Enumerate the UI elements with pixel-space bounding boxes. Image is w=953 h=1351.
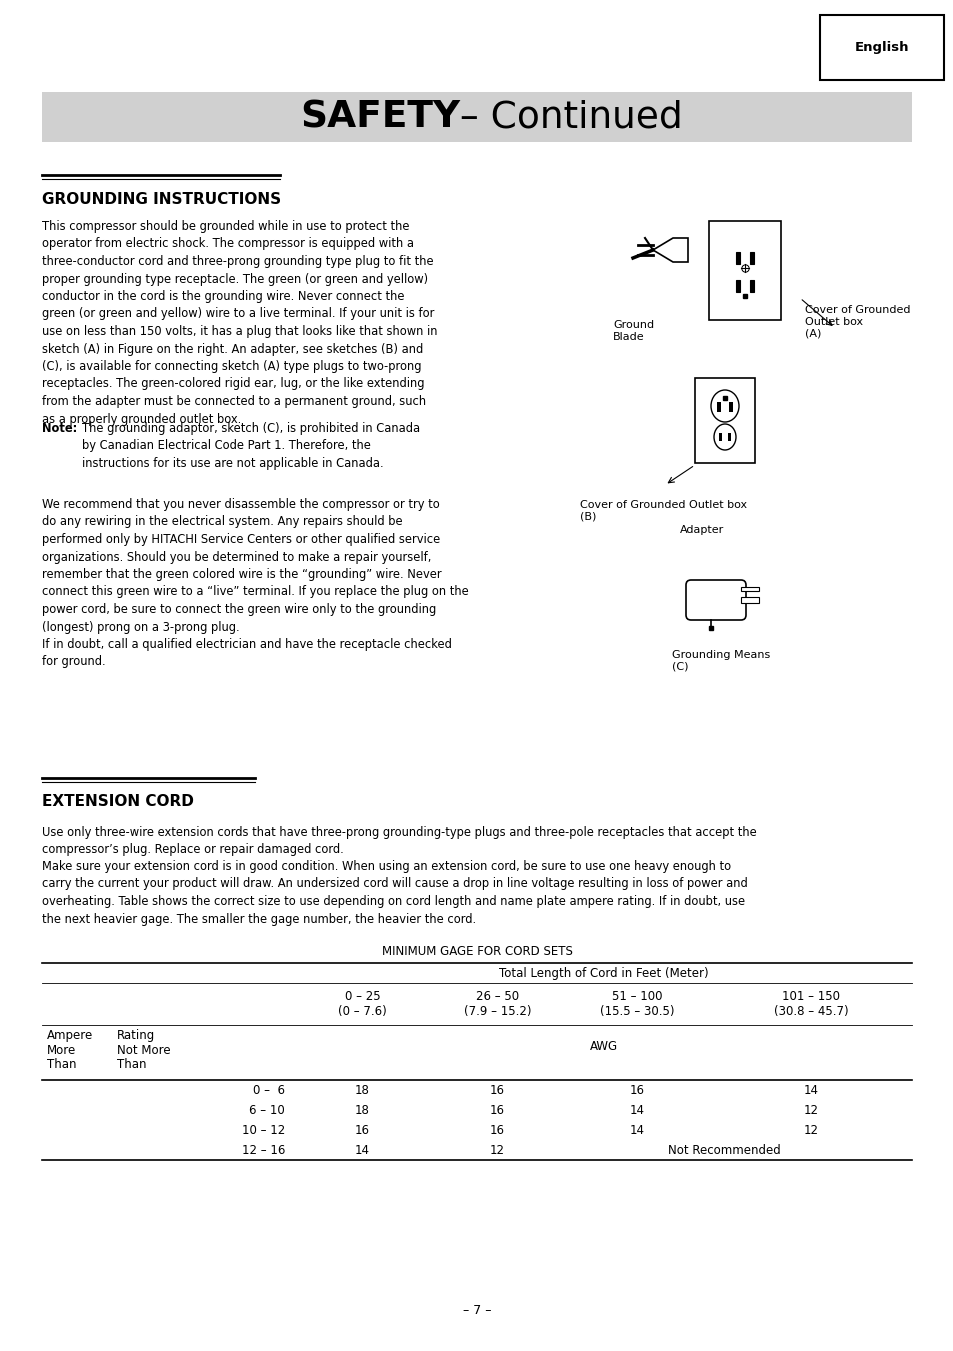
Text: 12: 12 bbox=[490, 1143, 504, 1156]
Text: 0 – 25: 0 – 25 bbox=[344, 989, 380, 1002]
Text: Adapter: Adapter bbox=[679, 526, 723, 535]
Bar bbox=[749, 280, 753, 292]
Text: AWG: AWG bbox=[589, 1040, 617, 1054]
Ellipse shape bbox=[713, 424, 735, 450]
Text: Not Recommended: Not Recommended bbox=[667, 1143, 780, 1156]
Text: Ground
Blade: Ground Blade bbox=[613, 320, 654, 342]
Bar bbox=[740, 597, 759, 603]
Text: The grounding adaptor, sketch (C), is prohibited in Canada
by Canadian Electrica: The grounding adaptor, sketch (C), is pr… bbox=[82, 422, 419, 470]
Text: Not More: Not More bbox=[117, 1043, 171, 1056]
Text: Total Length of Cord in Feet (Meter): Total Length of Cord in Feet (Meter) bbox=[498, 966, 707, 979]
Text: 16: 16 bbox=[629, 1084, 644, 1097]
Text: Note:: Note: bbox=[42, 422, 77, 435]
Text: GROUNDING INSTRUCTIONS: GROUNDING INSTRUCTIONS bbox=[42, 192, 281, 207]
Bar bbox=[749, 253, 753, 263]
Bar bbox=[708, 220, 780, 319]
Polygon shape bbox=[652, 238, 687, 262]
Bar bbox=[719, 434, 721, 440]
Text: 14: 14 bbox=[355, 1143, 370, 1156]
Text: We recommend that you never disassemble the compressor or try to
do any rewiring: We recommend that you never disassemble … bbox=[42, 499, 468, 669]
Bar bbox=[735, 280, 740, 292]
Text: 26 – 50: 26 – 50 bbox=[476, 989, 518, 1002]
Text: Make sure your extension cord is in good condition. When using an extension cord: Make sure your extension cord is in good… bbox=[42, 861, 747, 925]
Text: 16: 16 bbox=[490, 1104, 504, 1116]
Text: Cover of Grounded Outlet box
(B): Cover of Grounded Outlet box (B) bbox=[579, 500, 746, 521]
Text: SAFETY: SAFETY bbox=[299, 99, 459, 135]
Text: EXTENSION CORD: EXTENSION CORD bbox=[42, 794, 193, 809]
Text: (30.8 – 45.7): (30.8 – 45.7) bbox=[773, 1005, 847, 1019]
Text: Cover of Grounded
Outlet box
(A): Cover of Grounded Outlet box (A) bbox=[804, 305, 909, 338]
Bar bbox=[717, 403, 720, 412]
FancyBboxPatch shape bbox=[685, 580, 745, 620]
Text: 18: 18 bbox=[355, 1104, 370, 1116]
Text: English: English bbox=[854, 41, 908, 54]
Ellipse shape bbox=[710, 390, 739, 422]
Bar bbox=[735, 253, 740, 263]
Text: 14: 14 bbox=[802, 1084, 818, 1097]
Text: 12: 12 bbox=[802, 1124, 818, 1136]
Text: (0 – 7.6): (0 – 7.6) bbox=[337, 1005, 387, 1019]
Text: – 7 –: – 7 – bbox=[462, 1304, 491, 1316]
Text: Use only three-wire extension cords that have three-prong grounding-type plugs a: Use only three-wire extension cords that… bbox=[42, 825, 756, 857]
Text: 16: 16 bbox=[490, 1124, 504, 1136]
Text: 12 – 16: 12 – 16 bbox=[241, 1143, 285, 1156]
Text: 12: 12 bbox=[802, 1104, 818, 1116]
Text: Grounding Means
(C): Grounding Means (C) bbox=[671, 650, 769, 671]
Bar bbox=[740, 586, 759, 590]
Text: Than: Than bbox=[117, 1058, 147, 1071]
Text: – Continued: – Continued bbox=[448, 99, 682, 135]
Text: 51 – 100: 51 – 100 bbox=[612, 989, 662, 1002]
Text: 6 – 10: 6 – 10 bbox=[249, 1104, 285, 1116]
Text: Rating: Rating bbox=[117, 1028, 155, 1042]
Bar bbox=[695, 377, 754, 462]
Text: 18: 18 bbox=[355, 1084, 370, 1097]
Text: 101 – 150: 101 – 150 bbox=[781, 989, 840, 1002]
Text: 0 –  6: 0 – 6 bbox=[253, 1084, 285, 1097]
Text: 10 – 12: 10 – 12 bbox=[241, 1124, 285, 1136]
Text: 14: 14 bbox=[629, 1104, 644, 1116]
Text: 14: 14 bbox=[629, 1124, 644, 1136]
Bar bbox=[820, 15, 943, 80]
Text: (15.5 – 30.5): (15.5 – 30.5) bbox=[599, 1005, 674, 1019]
Text: Ampere: Ampere bbox=[47, 1028, 93, 1042]
Text: MINIMUM GAGE FOR CORD SETS: MINIMUM GAGE FOR CORD SETS bbox=[381, 944, 572, 958]
Text: (7.9 – 15.2): (7.9 – 15.2) bbox=[463, 1005, 531, 1019]
Text: 16: 16 bbox=[355, 1124, 370, 1136]
Text: 16: 16 bbox=[490, 1084, 504, 1097]
Bar bbox=[42, 92, 911, 142]
Bar bbox=[727, 434, 730, 440]
Bar bbox=[728, 403, 732, 412]
Text: Than: Than bbox=[47, 1058, 76, 1071]
Text: This compressor should be grounded while in use to protect the
operator from ele: This compressor should be grounded while… bbox=[42, 220, 437, 426]
Text: More: More bbox=[47, 1043, 76, 1056]
